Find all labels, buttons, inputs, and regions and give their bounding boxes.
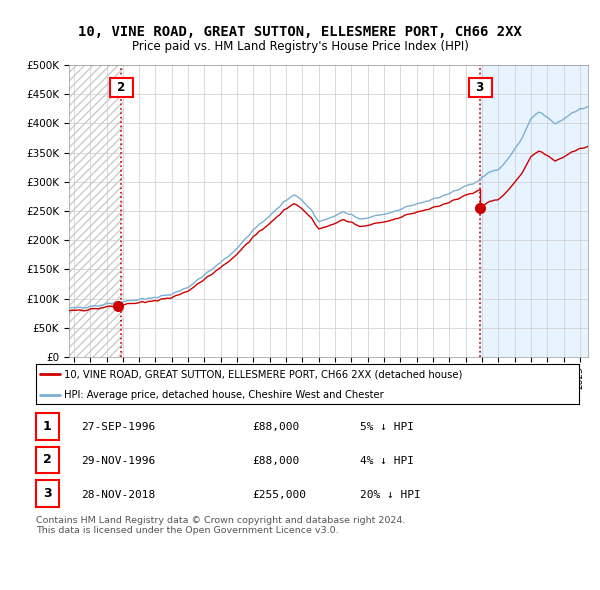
Text: 28-NOV-2018: 28-NOV-2018 xyxy=(81,490,155,500)
Text: 10, VINE ROAD, GREAT SUTTON, ELLESMERE PORT, CH66 2XX: 10, VINE ROAD, GREAT SUTTON, ELLESMERE P… xyxy=(78,25,522,40)
Text: £88,000: £88,000 xyxy=(252,456,299,466)
Text: 2: 2 xyxy=(43,453,52,467)
Text: 2: 2 xyxy=(113,81,130,94)
Text: 3: 3 xyxy=(472,81,488,94)
Text: 1: 1 xyxy=(43,419,52,433)
Text: 27-SEP-1996: 27-SEP-1996 xyxy=(81,422,155,432)
Text: 5% ↓ HPI: 5% ↓ HPI xyxy=(360,422,414,432)
Bar xyxy=(481,65,588,357)
Text: £88,000: £88,000 xyxy=(252,422,299,432)
Text: Contains HM Land Registry data © Crown copyright and database right 2024.
This d: Contains HM Land Registry data © Crown c… xyxy=(36,516,406,535)
Text: Price paid vs. HM Land Registry's House Price Index (HPI): Price paid vs. HM Land Registry's House … xyxy=(131,40,469,53)
Text: HPI: Average price, detached house, Cheshire West and Chester: HPI: Average price, detached house, Ches… xyxy=(64,391,384,401)
Text: 4% ↓ HPI: 4% ↓ HPI xyxy=(360,456,414,466)
Bar xyxy=(69,65,123,357)
Text: £255,000: £255,000 xyxy=(252,490,306,500)
Text: 10, VINE ROAD, GREAT SUTTON, ELLESMERE PORT, CH66 2XX (detached house): 10, VINE ROAD, GREAT SUTTON, ELLESMERE P… xyxy=(64,369,463,379)
Text: 3: 3 xyxy=(43,487,52,500)
Text: 29-NOV-1996: 29-NOV-1996 xyxy=(81,456,155,466)
Text: 20% ↓ HPI: 20% ↓ HPI xyxy=(360,490,421,500)
